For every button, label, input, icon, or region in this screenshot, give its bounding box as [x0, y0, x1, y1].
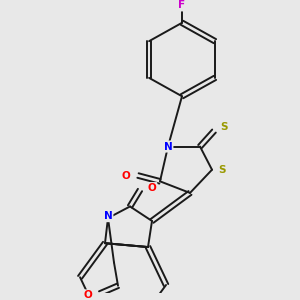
Text: N: N [103, 211, 112, 221]
Text: O: O [122, 170, 130, 181]
Text: N: N [164, 142, 172, 152]
Text: S: S [218, 165, 226, 175]
Text: O: O [148, 183, 156, 193]
Text: F: F [178, 0, 186, 11]
Text: O: O [84, 290, 92, 300]
Text: S: S [220, 122, 228, 132]
